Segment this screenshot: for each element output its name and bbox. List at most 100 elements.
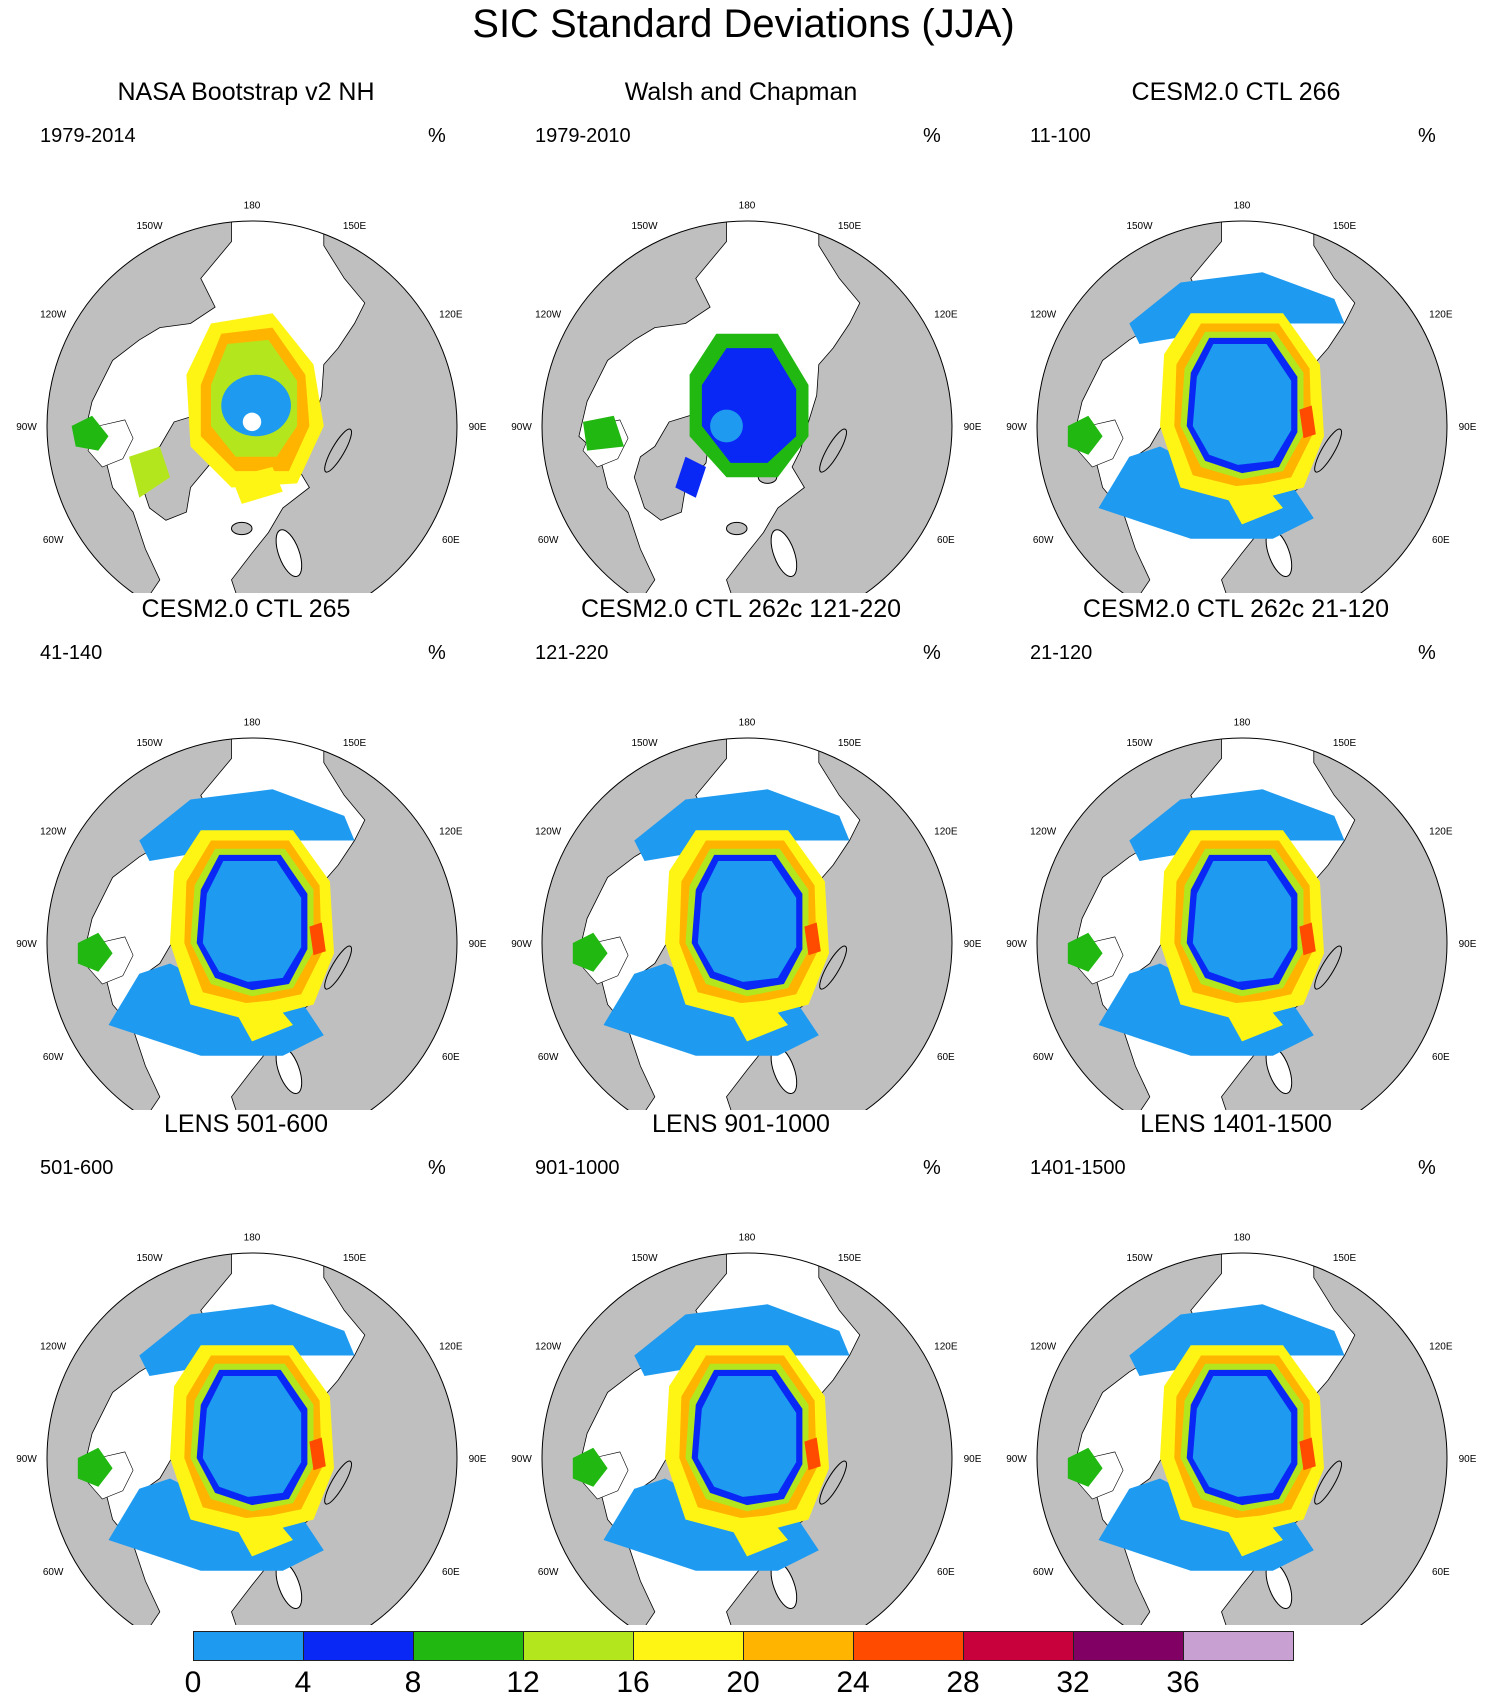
map-content <box>1037 738 1447 1110</box>
longitude-label: 120E <box>1429 1341 1453 1352</box>
colorbar-segment <box>963 1631 1074 1661</box>
greenland-sea-sd <box>231 1515 293 1557</box>
panel-unit: % <box>1418 642 1436 664</box>
longitude-label: 150E <box>343 1253 367 1264</box>
colorbar-segment <box>523 1631 634 1661</box>
longitude-label: 90E <box>1459 939 1477 950</box>
panel-period: 1979-2010 <box>535 125 631 147</box>
east-greenland-sd <box>231 467 283 504</box>
archipelago-channel <box>618 1404 630 1410</box>
archipelago-channel <box>175 396 186 402</box>
colorbar-segment <box>413 1631 524 1661</box>
archipelago-channel <box>1113 1404 1125 1410</box>
longitude-label: 150W <box>1126 221 1153 232</box>
longitude-label: 180 <box>1234 201 1251 212</box>
archipelago-channel <box>154 1404 165 1410</box>
greenland-sea-sd <box>1221 1000 1283 1042</box>
longitude-label: 60W <box>538 1052 559 1063</box>
archipelago-channel <box>618 889 630 895</box>
central-arctic-low-sd <box>1192 861 1292 982</box>
polar-map: 180150W150E120W120E90W90E60W60E30W30E0 <box>511 201 982 593</box>
polar-map: 180150W150E120W120E90W90E60W60E30W30E0 <box>16 201 487 593</box>
panel-title: CESM2.0 CTL 262c 121-220 <box>580 595 902 623</box>
panel-unit: % <box>923 642 941 664</box>
longitude-label: 150E <box>838 1253 862 1264</box>
longitude-label: 180 <box>739 1233 756 1244</box>
longitude-label: 60E <box>937 1567 955 1578</box>
longitude-label: 90W <box>511 422 532 433</box>
map-border <box>541 737 953 1110</box>
longitude-label: 150E <box>1333 738 1357 749</box>
map-content <box>47 1253 457 1625</box>
longitude-label: 90E <box>1459 422 1477 433</box>
archipelago-channel <box>123 889 135 895</box>
panel-period: 1979-2014 <box>40 125 136 147</box>
archipelago-channel <box>1124 384 1135 390</box>
archipelago-channel <box>144 396 155 402</box>
panel-unit: % <box>923 125 941 147</box>
archipelago-channel <box>618 372 630 378</box>
panel-unit: % <box>428 125 446 147</box>
archipelago-channel <box>1134 913 1145 919</box>
panel-period: 11-100 <box>1030 125 1091 147</box>
panel-period: 21-120 <box>1030 642 1093 664</box>
longitude-label: 180 <box>1234 718 1251 729</box>
longitude-label: 120E <box>439 1341 463 1352</box>
map-border <box>46 1252 458 1625</box>
longitude-label: 150E <box>343 221 367 232</box>
central-arctic-low-sd <box>1192 344 1292 465</box>
archipelago-channel <box>649 889 660 895</box>
novaya-zemlya <box>324 945 353 990</box>
archipelago-channel <box>144 1428 155 1434</box>
barents-high-sd <box>309 1437 326 1471</box>
greenland-sea-sd <box>1221 1515 1283 1557</box>
longitude-label: 150W <box>1126 1253 1153 1264</box>
longitude-label: 120W <box>1030 309 1057 320</box>
archipelago-channel <box>134 384 145 390</box>
panel-unit: % <box>428 642 446 664</box>
colorbar-segment <box>193 1631 304 1661</box>
central-arctic-low-sd <box>697 1376 797 1497</box>
baffin-bay-sd <box>129 446 170 498</box>
longitude-label: 180 <box>1234 1233 1251 1244</box>
longitude-label: 60W <box>538 1567 559 1578</box>
map-content <box>1037 1253 1447 1625</box>
colorbar-segment <box>303 1631 414 1661</box>
longitude-label: 60W <box>43 1567 64 1578</box>
colorbar-segment <box>633 1631 744 1661</box>
map-border <box>541 220 953 593</box>
longitude-label: 60E <box>937 535 955 546</box>
longitude-label: 120W <box>1030 1341 1057 1352</box>
panel-unit: % <box>428 1157 446 1179</box>
colorbar-tick-label: 28 <box>946 1666 980 1699</box>
archipelago-channel <box>1134 1428 1145 1434</box>
longitude-label: 60W <box>43 1052 64 1063</box>
archipelago-channel <box>123 1404 135 1410</box>
map-panel: 180150W150E120W120E90W90E60W60E30W30E0 CE… <box>990 595 1482 1110</box>
polar-map: 180150W150E120W120E90W90E60W60E30W30E0 <box>1006 718 1477 1110</box>
map-border <box>1036 1252 1448 1625</box>
central-arctic-low-sd <box>202 861 302 982</box>
map-content <box>47 738 457 1110</box>
baffin-region-green <box>77 1447 113 1487</box>
archipelago-channel <box>144 913 155 919</box>
longitude-label: 150W <box>136 221 163 232</box>
longitude-label: 180 <box>244 1233 261 1244</box>
panel-period: 41-140 <box>40 642 103 664</box>
map-panel: 180150W150E120W120E90W90E60W60E30W30E0CE… <box>0 595 492 1110</box>
longitude-label: 90W <box>511 939 532 950</box>
greenland-sea-sd <box>726 1515 788 1557</box>
longitude-label: 90W <box>16 422 37 433</box>
colorbar-segment <box>1183 1631 1294 1661</box>
map-border <box>46 737 458 1110</box>
longitude-label: 180 <box>244 201 261 212</box>
map-content <box>542 738 952 1110</box>
panel-title: CESM2.0 CTL 262c 21-120 <box>1082 595 1390 623</box>
panel-period: 1401-1500 <box>1030 1157 1126 1179</box>
longitude-label: 60E <box>442 1567 460 1578</box>
colorbar-tick-label: 24 <box>836 1666 870 1699</box>
barents-high-sd <box>1299 1437 1316 1471</box>
archipelago-channel <box>164 384 176 390</box>
archipelago-channel <box>123 372 135 378</box>
map-content <box>47 221 457 593</box>
